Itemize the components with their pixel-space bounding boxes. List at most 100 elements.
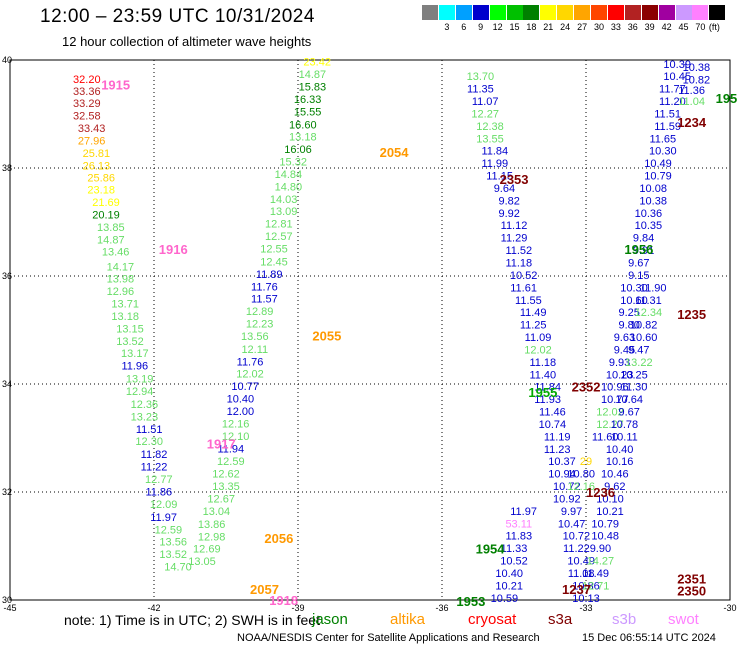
- track-time-label: 2350: [677, 583, 706, 598]
- color-scale-label: 21: [543, 22, 554, 32]
- wave-height-label: 11.57: [251, 294, 278, 306]
- wave-height-label: 11.65: [649, 133, 676, 145]
- wave-height-label: 32.20: [73, 74, 101, 86]
- wave-height-label: 9.47: [628, 344, 649, 356]
- wave-height-label: 9.25: [618, 307, 639, 319]
- wave-height-label: 9.64: [494, 183, 515, 195]
- y-tick-label: 32: [2, 487, 12, 497]
- x-tick-label: -33: [579, 603, 592, 613]
- x-tick-label: -36: [435, 603, 448, 613]
- color-scale-label: 9: [478, 22, 484, 32]
- wave-height-label: 11.89: [256, 269, 283, 281]
- wave-height-label: 11.08: [568, 568, 595, 580]
- wave-height-label: 12.59: [217, 456, 245, 468]
- wave-height-label: 10.30: [620, 282, 648, 294]
- wave-height-label: 11.40: [529, 369, 556, 381]
- wave-height-label: 11.97: [510, 506, 537, 518]
- wave-height-label: 9.80: [618, 320, 639, 332]
- wave-height-label: 10.72: [563, 531, 591, 543]
- track-time-label: 1916: [159, 242, 188, 257]
- wave-height-label: 13.86: [198, 519, 226, 531]
- color-scale-label: 12: [492, 22, 503, 32]
- wave-height-label: 12.96: [107, 286, 135, 298]
- wave-height-label: 10.80: [567, 469, 595, 481]
- track-time-label: 2057: [250, 582, 279, 597]
- wave-height-label: 9.93: [609, 357, 630, 369]
- wave-height-label: 12.55: [260, 243, 288, 255]
- color-swatch: [523, 5, 540, 20]
- wave-height-label: 12.71: [582, 580, 610, 592]
- wave-height-label: 11.97: [150, 512, 177, 524]
- wave-height-label: 10.96: [601, 382, 629, 394]
- chart-subtitle: 12 hour collection of altimeter wave hei…: [62, 34, 312, 49]
- wave-height-label: 10.82: [630, 320, 658, 332]
- wave-height-label: 13.71: [111, 299, 139, 311]
- wave-height-label: 12.16: [222, 418, 250, 430]
- wave-height-label: 11.49: [582, 568, 609, 580]
- wave-height-label: 11.22: [563, 543, 590, 555]
- wave-height-label: 11.07: [472, 96, 499, 108]
- color-swatch: [455, 5, 472, 20]
- wave-height-label: 15.83: [299, 81, 327, 93]
- x-tick-label: -39: [291, 603, 304, 613]
- wave-height-label: 14.27: [587, 556, 615, 568]
- wave-height-label: 10.52: [500, 556, 528, 568]
- wave-height-label: 10.40: [606, 444, 634, 456]
- wave-height-label: 11.90: [640, 282, 667, 294]
- wave-height-label: 11.31: [635, 295, 662, 307]
- color-scale-label: 27: [577, 22, 588, 32]
- wave-height-label: 9.82: [498, 195, 519, 207]
- wave-height-label: 11.60: [592, 431, 619, 443]
- color-scale-label: 30: [593, 22, 604, 32]
- wave-height-label: 32.58: [73, 111, 101, 123]
- wave-height-label: 12.00: [227, 406, 255, 418]
- wave-height-label: 26.13: [83, 160, 111, 172]
- wave-height-label: 12.38: [476, 121, 504, 133]
- wave-height-label: 16.33: [294, 94, 322, 106]
- wave-height-label: 9.63: [614, 332, 635, 344]
- wave-height-label: 14.03: [270, 194, 298, 206]
- wave-height-label: 33.29: [73, 98, 101, 110]
- wave-height-label: 11.29: [501, 233, 528, 245]
- wave-height-label: 10.38: [639, 195, 667, 207]
- wave-height-label: 12.89: [246, 306, 274, 318]
- wave-height-label: 13.56: [159, 537, 187, 549]
- wave-height-label: 9.45: [614, 344, 635, 356]
- y-tick-label: 36: [2, 271, 12, 281]
- wave-height-label: 15.55: [294, 106, 322, 118]
- y-tick-label: 40: [2, 55, 12, 65]
- track-time-label: 1917: [207, 436, 236, 451]
- y-tick-label: 34: [2, 379, 12, 389]
- color-swatch: [472, 5, 489, 20]
- wave-height-label: 10.39: [663, 59, 691, 71]
- wave-height-label: 10.40: [495, 568, 523, 580]
- color-swatch: [506, 5, 523, 20]
- color-scale-label: 45: [678, 22, 689, 32]
- wave-height-label: 13.35: [212, 481, 240, 493]
- wave-height-label: 23.42: [303, 57, 331, 69]
- wave-height-label: 9.67: [618, 407, 639, 419]
- wave-height-label: 10.60: [620, 295, 648, 307]
- wave-height-label: 9.67: [628, 258, 649, 270]
- wave-height-label: 11.46: [539, 407, 566, 419]
- color-scale-unit: (ft): [708, 22, 720, 32]
- wave-height-label: 13.04: [203, 506, 231, 518]
- wave-height-label: 12.23: [246, 319, 274, 331]
- footer-note: note: 1) Time is in UTC; 2) SWH is in fe…: [64, 612, 320, 628]
- wave-height-label: 13.23: [131, 411, 159, 423]
- track-time-label: 1234: [677, 115, 707, 130]
- legend-item-s3b: s3b: [612, 611, 637, 628]
- color-scale-label: 6: [461, 22, 467, 32]
- wave-height-label: 12.16: [567, 481, 595, 493]
- wave-height-label: 10.78: [611, 419, 639, 431]
- wave-height-label: 10.21: [495, 580, 523, 592]
- wave-height-label: 12.45: [260, 256, 288, 268]
- wave-height-label: 14.84: [275, 169, 303, 181]
- track-time-label: 1236: [586, 485, 615, 500]
- wave-height-label: 9.90: [590, 543, 611, 555]
- wave-height-label: 10.47: [558, 518, 586, 530]
- wave-height-label: 10.25: [620, 369, 648, 381]
- wave-height-label: 11.36: [678, 85, 705, 97]
- wave-height-label: 9.62: [604, 481, 625, 493]
- wave-height-label: 10.82: [683, 74, 711, 86]
